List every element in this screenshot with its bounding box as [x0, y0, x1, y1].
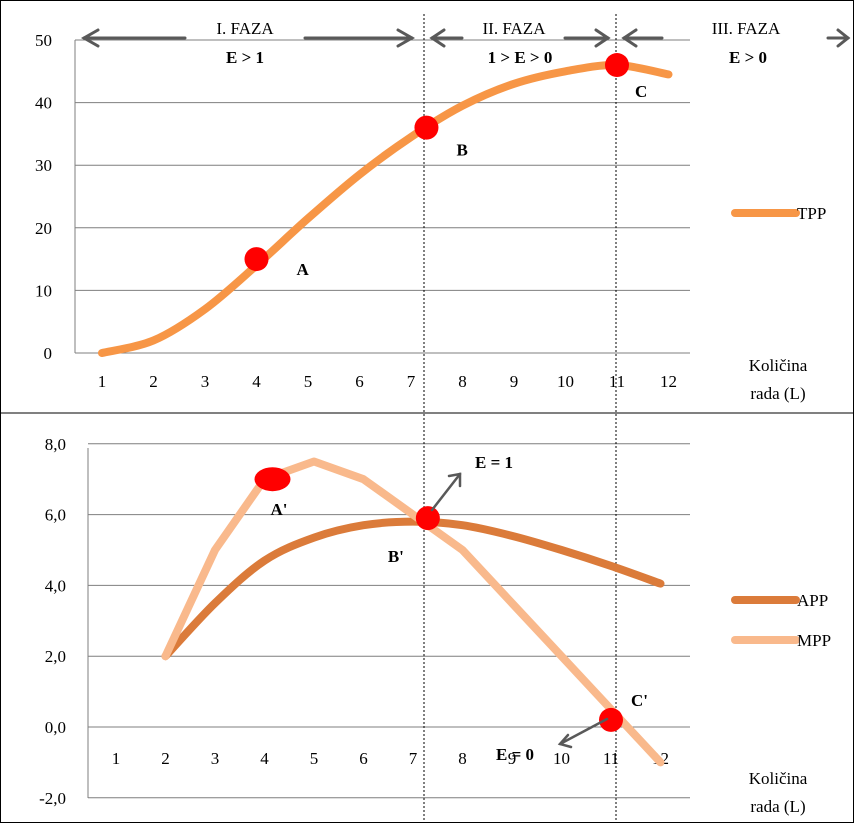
- top-y-tick-label: 20: [35, 219, 52, 238]
- bottom-x-tick-label: 3: [211, 749, 220, 768]
- top-x-tick-label: 11: [609, 372, 625, 391]
- e-equals-1-arrow: [430, 472, 462, 512]
- legend-app-label: APP: [797, 591, 828, 610]
- top-x-tick-label: 10: [557, 372, 574, 391]
- bottom-x-tick-label: 1: [112, 749, 121, 768]
- bottom-x-tick-label: 9: [508, 749, 517, 768]
- phase-2-name: II. FAZA: [483, 19, 547, 38]
- point-label-b-prime: B': [388, 547, 404, 566]
- bottom-y-tick-labels: -2,0 0,0 2,0 4,0 6,0 8,0: [39, 435, 66, 808]
- point-label-c-prime: C': [631, 691, 648, 710]
- bottom-y-tick-label: 4,0: [45, 576, 66, 595]
- point-label-b: B: [456, 141, 467, 160]
- bottom-x-tick-label: 11: [603, 749, 619, 768]
- top-y-tick-label: 10: [35, 281, 52, 300]
- bottom-series: [161, 457, 665, 767]
- bottom-x-tick-label: 5: [310, 749, 319, 768]
- bottom-y-tick-label: 2,0: [45, 647, 66, 666]
- top-x-axis-label-line1: Količina: [749, 356, 808, 375]
- bottom-x-axis-label-line1: Količina: [749, 769, 808, 788]
- top-gridlines: [75, 39, 690, 354]
- point-a-prime: [254, 467, 291, 492]
- phase-1-arrow: [80, 28, 416, 48]
- top-points: A B C: [244, 53, 647, 279]
- top-y-tick-label: 50: [35, 31, 52, 50]
- phase-2-condition: 1 > E > 0: [488, 48, 553, 67]
- top-x-tick-label: 4: [252, 372, 261, 391]
- top-x-tick-label: 5: [304, 372, 313, 391]
- phase-1-name: I. FAZA: [216, 19, 274, 38]
- point-a: [244, 247, 269, 272]
- top-y-tick-label: 0: [44, 344, 53, 363]
- bottom-y-tick-label: 6,0: [45, 506, 66, 525]
- bottom-x-tick-label: 8: [458, 749, 467, 768]
- top-x-tick-label: 9: [510, 372, 519, 391]
- tpp-series-line: [98, 61, 673, 357]
- legend-mpp-label: MPP: [797, 631, 831, 650]
- top-x-tick-labels: 1 2 3 4 5 6 7 8 9 10 11 12: [98, 372, 677, 391]
- e-equals-0-label: E = 0: [496, 745, 534, 764]
- mpp-series-line: [161, 457, 665, 767]
- e-equals-0-arrow: [557, 717, 609, 749]
- point-c-prime: [599, 707, 623, 732]
- point-label-c: C: [635, 82, 647, 101]
- bottom-y-tick-label: 8,0: [45, 435, 66, 454]
- top-y-tick-label: 30: [35, 156, 52, 175]
- top-x-tick-label: 12: [660, 372, 677, 391]
- bottom-y-tick-label: -2,0: [39, 789, 66, 808]
- top-x-axis-label-line2: rada (L): [750, 384, 805, 403]
- bottom-x-axis-label-line2: rada (L): [750, 797, 805, 816]
- point-b: [414, 115, 439, 140]
- bottom-x-tick-label: 6: [359, 749, 368, 768]
- top-x-tick-label: 2: [149, 372, 158, 391]
- bottom-y-tick-label: 0,0: [45, 718, 66, 737]
- e-equals-1-label: E = 1: [475, 453, 513, 472]
- top-x-tick-label: 8: [458, 372, 467, 391]
- top-series: [98, 61, 673, 357]
- bottom-points: A' B' C': [254, 467, 648, 732]
- bottom-x-tick-label: 4: [260, 749, 269, 768]
- phase-1-condition: E > 1: [226, 48, 264, 67]
- phase-3-arrow: [621, 28, 851, 48]
- point-label-a-prime: A': [271, 500, 288, 519]
- top-y-tick-label: 40: [35, 94, 52, 113]
- top-x-tick-label: 7: [407, 372, 416, 391]
- top-x-tick-label: 6: [355, 372, 364, 391]
- phase-2-arrow: [429, 28, 611, 48]
- phase-3-name: III. FAZA: [712, 19, 781, 38]
- bottom-x-tick-labels: 1 2 3 4 5 6 7 8 9 10 11 12: [112, 749, 669, 768]
- app-series-line: [161, 517, 665, 661]
- top-y-tick-labels: 0 10 20 30 40 50: [35, 31, 52, 363]
- point-label-a: A: [297, 260, 310, 279]
- bottom-x-tick-label: 10: [553, 749, 570, 768]
- top-x-tick-label: 1: [98, 372, 107, 391]
- bottom-x-tick-label: 2: [161, 749, 170, 768]
- top-x-tick-label: 3: [201, 372, 210, 391]
- point-b-prime: [415, 506, 440, 531]
- phase-3-condition: E > 0: [729, 48, 767, 67]
- bottom-x-tick-label: 7: [409, 749, 418, 768]
- legend-tpp-label: TPP: [797, 204, 826, 223]
- point-c: [605, 53, 629, 78]
